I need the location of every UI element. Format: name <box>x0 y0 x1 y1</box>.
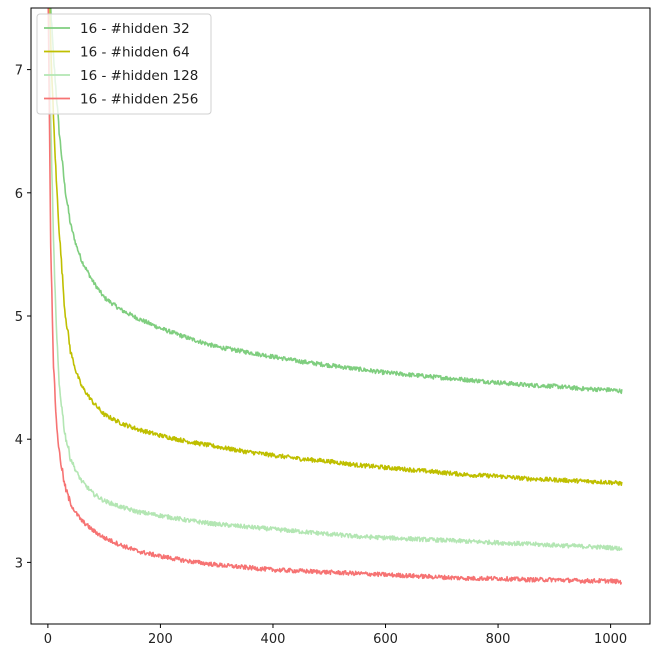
x-tick-label: 0 <box>44 632 52 647</box>
legend: 16 - #hidden 32 16 - #hidden 64 16 - #hidd… <box>36 13 212 115</box>
legend-label: 16 - #hidden 64 <box>80 45 190 61</box>
y-tick-label: 6 <box>15 187 23 202</box>
series-line-2 <box>48 8 623 487</box>
legend-label: 16 - #hidden 128 <box>80 68 198 84</box>
series-layer <box>47 8 623 585</box>
y-tick-label: 7 <box>15 64 23 79</box>
y-axis: 3 4 5 6 7 <box>15 64 31 571</box>
legend-label: 16 - #hidden 32 <box>80 21 190 37</box>
series-line-4 <box>47 8 623 585</box>
series-line-3 <box>47 8 623 552</box>
legend-label: 16 - #hidden 256 <box>80 92 198 108</box>
x-axis: 0 200 400 600 800 1000 <box>44 624 627 647</box>
y-tick-label: 3 <box>15 556 23 571</box>
x-tick-label: 800 <box>486 632 511 647</box>
legend-box <box>36 13 212 115</box>
y-tick-label: 5 <box>15 310 23 325</box>
x-tick-label: 1000 <box>594 632 627 647</box>
x-tick-label: 600 <box>373 632 398 647</box>
series-line-1 <box>49 8 623 395</box>
y-tick-label: 4 <box>15 433 23 448</box>
x-tick-label: 200 <box>148 632 173 647</box>
x-tick-label: 400 <box>261 632 286 647</box>
